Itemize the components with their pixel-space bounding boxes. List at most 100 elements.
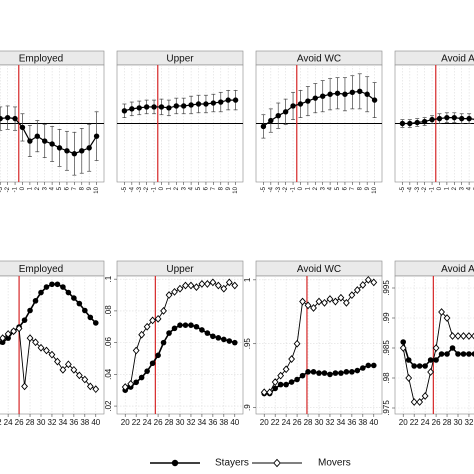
x-tick-label: 3	[459, 186, 465, 190]
marker	[138, 374, 145, 381]
marker	[171, 287, 178, 296]
x-tick-label: -3	[137, 186, 143, 192]
point	[86, 145, 92, 151]
x-tick-label: 0	[20, 186, 26, 190]
x-tick-label: 40	[230, 418, 239, 427]
y-tick-label: .985	[382, 340, 391, 356]
point	[327, 91, 333, 97]
marker	[59, 365, 67, 374]
marker	[199, 327, 205, 333]
point	[203, 101, 209, 107]
y-tick-label: .08	[104, 305, 113, 317]
point	[305, 98, 311, 104]
y-tick-label: .995	[382, 280, 391, 296]
marker	[225, 278, 233, 287]
marker	[288, 379, 295, 385]
x-tick-label: 2	[35, 186, 41, 190]
marker	[310, 304, 317, 312]
point	[371, 97, 378, 103]
point	[232, 97, 239, 103]
x-tick-label: 28	[443, 418, 452, 427]
x-tick-label: 20	[260, 418, 269, 427]
x-tick-label: -4	[407, 186, 413, 192]
point	[399, 120, 406, 127]
marker	[321, 298, 328, 307]
marker	[449, 332, 456, 340]
x-tick-label: 8	[218, 186, 224, 190]
point	[27, 138, 33, 144]
point	[71, 151, 78, 157]
x-tick-label: 9	[226, 186, 232, 190]
point	[12, 115, 18, 122]
marker	[460, 332, 467, 340]
point	[260, 123, 267, 130]
point	[320, 93, 326, 99]
point	[225, 97, 231, 103]
point	[79, 148, 85, 154]
x-tick-label: 24	[143, 418, 152, 427]
marker	[405, 374, 413, 382]
x-tick-label: 0	[159, 186, 165, 190]
x-tick-label: 3	[320, 186, 326, 190]
x-tick-label: 5	[335, 186, 341, 190]
marker	[165, 291, 173, 299]
panel: Upper -5 -4 -3 -2 -1 0 1 2 3 4 5 6 7 8 9 10	[116, 50, 244, 194]
marker	[342, 298, 350, 307]
marker	[315, 297, 323, 306]
marker	[127, 379, 135, 388]
marker	[182, 281, 189, 290]
marker	[155, 352, 161, 359]
marker	[460, 351, 467, 357]
point	[56, 145, 63, 151]
x-tick-label: 32	[465, 418, 474, 427]
panel: Avoid A2022242628303234363840.975.98.985…	[382, 260, 474, 427]
point	[268, 117, 274, 124]
marker	[427, 368, 435, 376]
marker	[438, 308, 445, 316]
marker	[75, 371, 83, 380]
panel-title: Avoid WC	[297, 54, 341, 65]
point	[290, 103, 296, 109]
marker	[64, 360, 72, 369]
point	[64, 148, 70, 154]
marker	[354, 367, 361, 374]
x-tick-label: 0	[437, 186, 443, 190]
x-tick-label: 22	[410, 418, 419, 427]
panel-title: Employed	[19, 54, 63, 65]
marker	[149, 316, 157, 325]
x-tick-label: 32	[187, 418, 196, 427]
marker	[370, 362, 377, 369]
legend-marker	[171, 459, 179, 467]
marker	[231, 281, 239, 290]
x-tick-label: 5	[196, 186, 202, 190]
point	[158, 104, 165, 110]
marker	[49, 281, 55, 288]
marker	[92, 320, 99, 326]
marker	[65, 289, 72, 296]
point	[49, 141, 55, 147]
point	[407, 120, 413, 127]
marker	[471, 351, 474, 357]
point	[275, 113, 281, 119]
x-tick-label: 34	[197, 418, 206, 427]
marker	[348, 291, 356, 300]
point	[414, 119, 420, 126]
connect-line	[263, 90, 375, 127]
point	[436, 115, 443, 122]
x-tick-label: 2	[313, 186, 319, 190]
x-tick-label: 26	[154, 418, 163, 427]
x-tick-label: 20	[399, 418, 408, 427]
x-tick-label: 38	[358, 418, 367, 427]
x-tick-label: -2	[422, 186, 428, 192]
marker	[471, 332, 474, 340]
marker	[332, 370, 339, 376]
x-tick-label: 32	[326, 418, 335, 427]
marker	[443, 314, 451, 322]
y-tick-label: .95	[243, 338, 252, 350]
point	[42, 138, 48, 144]
x-tick-label: -3	[0, 186, 4, 192]
marker	[421, 392, 429, 400]
point	[451, 114, 457, 121]
marker	[410, 398, 418, 406]
x-tick-label: 30	[176, 418, 185, 427]
